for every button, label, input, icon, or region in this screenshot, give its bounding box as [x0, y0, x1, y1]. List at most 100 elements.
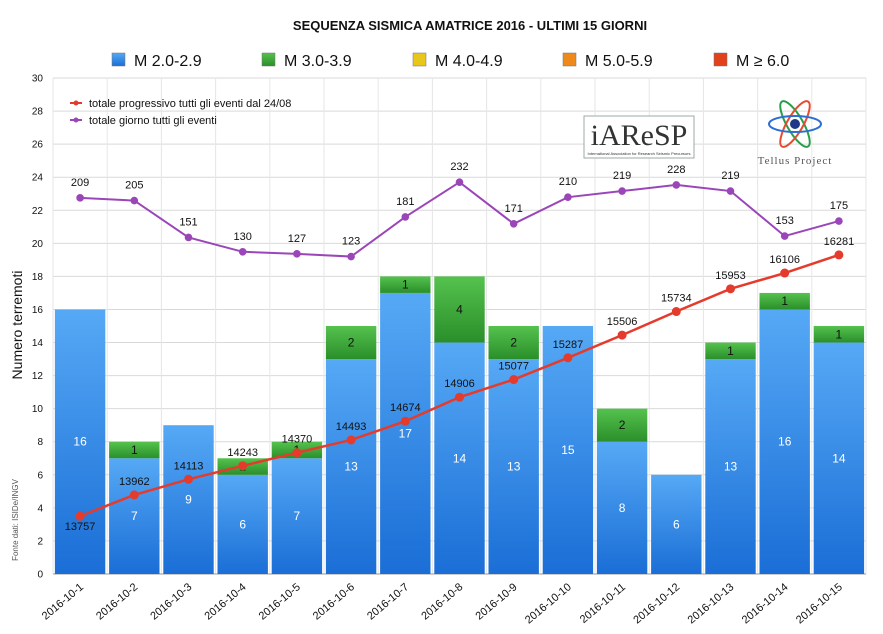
tellus-logo-text: Tellus Project: [758, 155, 833, 167]
bar-segment: [54, 309, 106, 574]
y-tick-label: 30: [32, 74, 44, 85]
bar-label: 7: [294, 509, 301, 523]
atom-icon: [768, 100, 822, 148]
bar-segment: [542, 326, 594, 574]
point-label: 130: [234, 231, 252, 243]
bar-segment: [163, 425, 214, 574]
bar-segment: [759, 292, 810, 310]
bar-label: 2: [510, 336, 517, 350]
line-legend-marker: [73, 117, 79, 123]
y-tick-label: 10: [32, 404, 44, 415]
grid: [52, 77, 867, 575]
legend-label: M 3.0-3.9: [284, 53, 352, 70]
data-point: [292, 448, 302, 458]
tellus-logo: Tellus Project: [758, 100, 833, 167]
source-note: Fonte dati: ISIDe/INGV: [11, 478, 20, 560]
point-label: 181: [396, 196, 414, 208]
data-point: [780, 232, 789, 240]
legend: M 2.0-2.9 M 3.0-3.9 M 4.0-4.9 M 5.0-5.9 M ≥ …: [111, 52, 789, 70]
point-label: 13962: [119, 476, 150, 488]
iaresp-logo-subtext: International Association for Research S…: [588, 151, 691, 156]
x-tick-label: 2016-10-4: [202, 581, 248, 622]
y-axis-label: Numero terremoti: [9, 271, 25, 380]
data-point: [455, 178, 464, 186]
data-point: [563, 353, 573, 363]
bar-label: 13: [507, 460, 521, 474]
iaresp-logo: iAReSP International Association for Res…: [583, 115, 695, 159]
data-point: [672, 181, 681, 189]
line-legend-label: totale giorno tutti gli eventi: [89, 115, 217, 127]
bar-label: 1: [131, 443, 138, 457]
bar-label: 1: [402, 278, 409, 292]
legend-swatch: [111, 52, 126, 67]
point-label: 14243: [227, 447, 258, 459]
data-point: [293, 250, 301, 258]
x-tick-label: 2016-10-10: [523, 581, 574, 626]
legend-label: M 2.0-2.9: [134, 53, 202, 70]
point-label: 127: [288, 233, 306, 245]
x-tick-label: 2016-10-6: [311, 581, 357, 622]
bar-label: 7: [131, 509, 138, 523]
point-label: 171: [505, 203, 523, 215]
data-point: [346, 435, 356, 445]
bar-segment: [109, 441, 160, 459]
y-tick-label: 12: [32, 371, 44, 382]
bar-label: 9: [185, 493, 192, 507]
x-tick-label: 2016-10-15: [794, 581, 845, 626]
point-label: 15734: [661, 293, 692, 305]
x-tick-label: 2016-10-9: [473, 581, 519, 622]
bar-segment: [813, 326, 865, 343]
point-label: 15077: [498, 361, 529, 373]
bar-label: 1: [781, 294, 788, 308]
point-label: 228: [667, 164, 685, 176]
data-point: [238, 461, 248, 471]
point-label: 210: [559, 176, 577, 188]
y-tick-label: 26: [32, 140, 44, 151]
point-label: 14370: [282, 434, 313, 446]
y-tick-label: 24: [32, 173, 44, 184]
x-axis-ticks: 2016-10-1 2016-10-2 2016-10-3 2016-10-4 2016…: [40, 581, 845, 626]
bar-label: 17: [399, 426, 413, 440]
bar-segment: [488, 359, 539, 574]
y-tick-label: 28: [32, 107, 44, 118]
point-label: 14113: [174, 460, 204, 472]
point-label: 16281: [824, 236, 855, 248]
bar-segment: [217, 474, 268, 574]
bar-label: 13: [724, 460, 738, 474]
point-label: 15287: [553, 339, 584, 351]
point-label: 175: [830, 200, 848, 212]
data-point: [726, 187, 735, 195]
bar-segment: [651, 474, 702, 574]
bar-segment: [705, 359, 756, 574]
iaresp-logo-text: iAReSP: [591, 119, 688, 152]
point-label: 232: [450, 161, 468, 173]
point-label: 209: [71, 177, 89, 189]
data-point: [835, 217, 843, 225]
point-label: 15953: [715, 270, 746, 282]
point-label: 15506: [607, 316, 638, 328]
line-legend-label: totale progressivo tutti gli eventi dal …: [89, 98, 291, 110]
bars: 16719617113217114413215826131161141: [54, 276, 865, 574]
y-tick-label: 2: [37, 536, 43, 547]
bar-label: 13: [344, 460, 358, 474]
x-tick-label: 2016-10-5: [257, 581, 303, 622]
bar-label: 4: [456, 302, 463, 316]
bar-label: 16: [73, 435, 87, 449]
data-point: [184, 233, 193, 242]
bar-label: 15: [561, 443, 575, 457]
bar-label: 6: [673, 517, 680, 531]
x-tick-label: 2016-10-11: [578, 581, 628, 626]
y-tick-label: 20: [32, 239, 44, 250]
y-tick-label: 8: [37, 437, 43, 448]
data-point: [834, 250, 844, 260]
point-label: 123: [342, 236, 360, 248]
y-tick-label: 16: [32, 305, 44, 316]
lines: 1375713962141131424314370144931467414906…: [65, 161, 854, 533]
data-point: [726, 284, 735, 294]
bar-segment: [325, 326, 377, 360]
bar-segment: [325, 359, 377, 574]
y-tick-label: 4: [37, 503, 43, 514]
data-point: [509, 375, 519, 385]
